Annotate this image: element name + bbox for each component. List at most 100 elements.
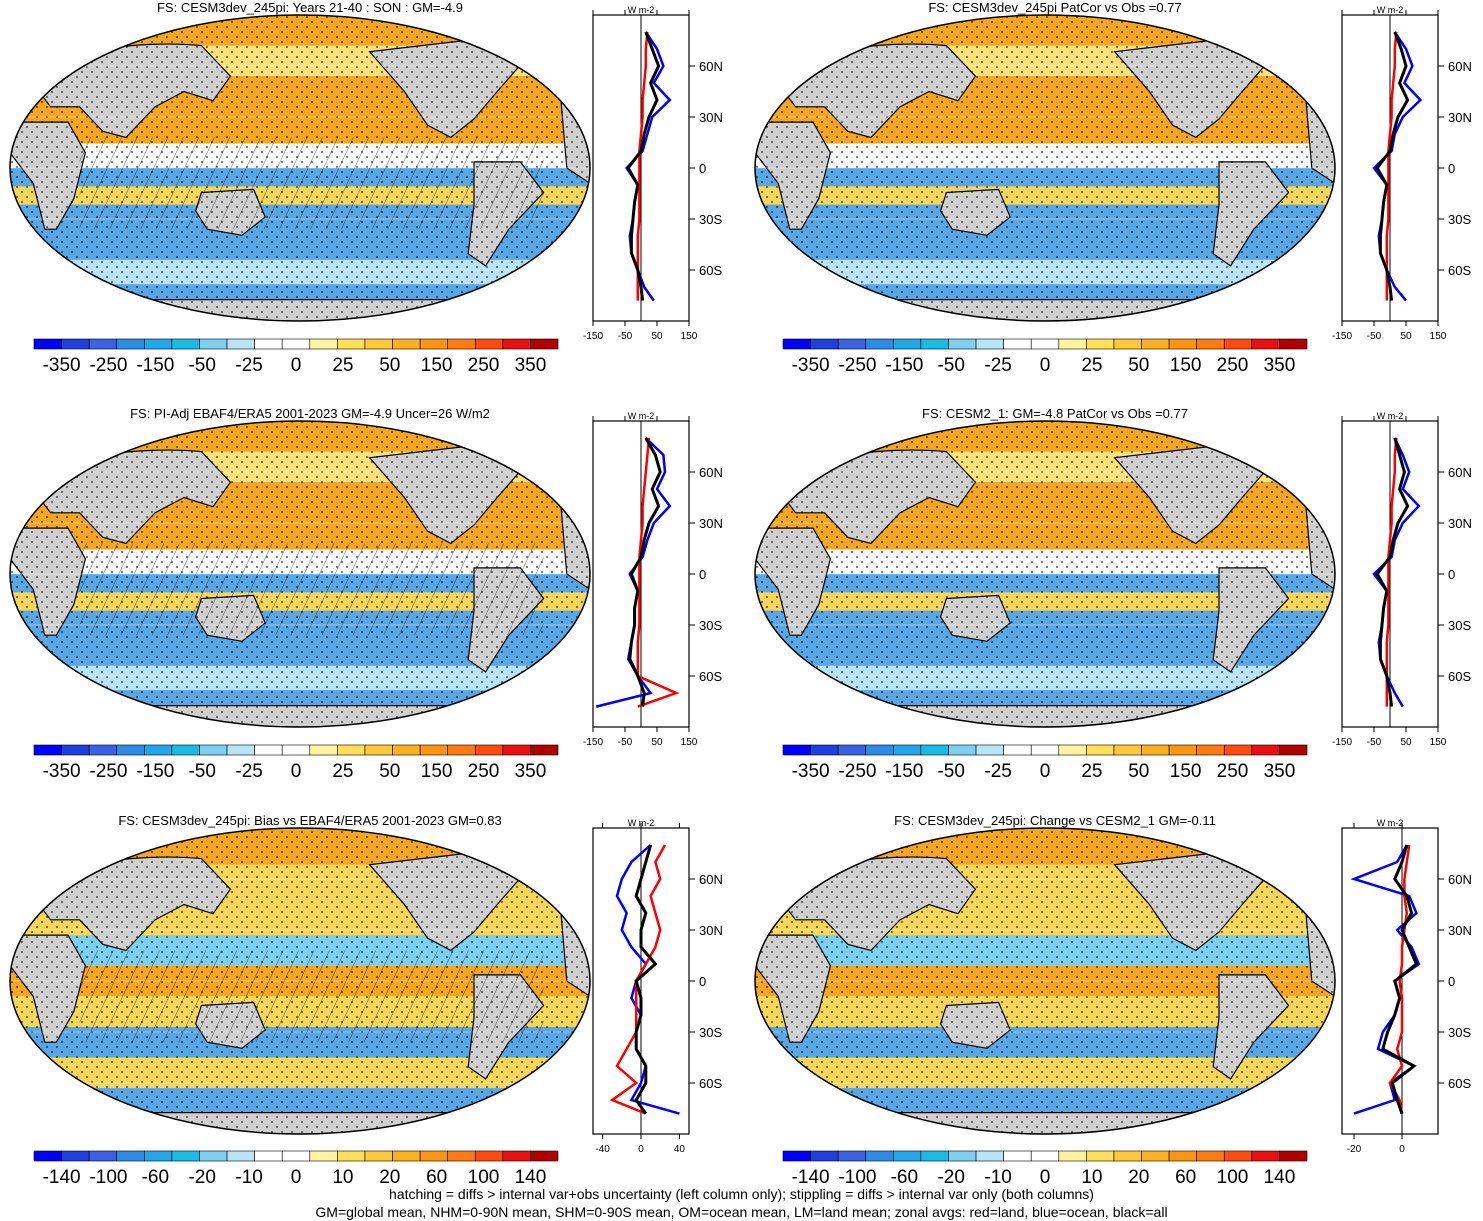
zonal-panel: W m-2 -20 0 60N 30N 0 30S 60S [1341, 818, 1472, 1155]
zonal-ytick-label: 0 [699, 567, 706, 582]
colorbar-label: -100 [89, 1167, 127, 1188]
colorbar-swatch [1058, 744, 1087, 756]
colorbar-swatch [88, 1150, 118, 1162]
zonal-series-all [634, 844, 658, 1115]
colorbar-label: 0 [1040, 355, 1051, 376]
zonal-xtick-label: 150 [681, 331, 698, 342]
colorbar-label: 50 [1128, 355, 1149, 376]
colorbar-swatch [1196, 744, 1225, 756]
colorbar-swatch [810, 338, 839, 350]
colorbar-swatch [281, 744, 311, 756]
colorbar-swatch [948, 744, 977, 756]
colorbar-label: 50 [379, 355, 400, 376]
colorbar-swatch [1279, 1150, 1308, 1162]
colorbar-swatch [1251, 744, 1280, 756]
colorbar-swatch [144, 744, 173, 756]
colorbar-swatch [920, 338, 949, 350]
colorbar-swatch [33, 338, 62, 350]
colorbar-label: -50 [937, 761, 964, 782]
zonal-ytick-label: 30S [699, 1025, 722, 1040]
colorbar-swatch [530, 338, 559, 350]
colorbar-swatch [33, 1150, 62, 1162]
colorbar-swatch [474, 744, 504, 756]
map-field [755, 828, 1335, 1134]
map-outline [9, 14, 591, 322]
colorbar-label: -20 [937, 1167, 964, 1188]
colorbar-label: 250 [1217, 355, 1249, 376]
zonal-xtick-label: 150 [681, 737, 698, 748]
colorbar-label: 10 [332, 1167, 353, 1188]
colorbar-swatch [837, 338, 867, 350]
colorbar-label: -140 [792, 1167, 830, 1188]
colorbar-label: 50 [1128, 761, 1149, 782]
zonal-ytick-label: 30S [699, 618, 722, 633]
map-field [755, 421, 1335, 727]
zonal-xtick-label: 40 [674, 1144, 686, 1155]
colorbar-swatch [447, 1150, 476, 1162]
panel-title: FS: PI-Adj EBAF4/ERA5 2001-2023 GM=-4.9 … [130, 406, 490, 421]
panel-3: FS: PI-Adj EBAF4/ERA5 2001-2023 GM=-4.9 … [9, 406, 723, 782]
colorbar-swatch [893, 338, 922, 350]
colorbar-label: 350 [1264, 761, 1296, 782]
land-mass [507, 32, 557, 65]
colorbar-swatch [1251, 1150, 1280, 1162]
zonal-ytick-label: 30N [1448, 110, 1472, 125]
panel-title: FS: CESM2_1: GM=-4.8 PatCor vs Obs =0.77 [922, 406, 1188, 421]
colorbar-label: 0 [291, 1167, 302, 1188]
zonal-series-land [1385, 437, 1398, 707]
zonal-ytick-label: 60N [1448, 465, 1472, 480]
colorbar-label: 140 [1264, 1167, 1296, 1188]
colorbar-swatch [254, 744, 283, 756]
map-outline [754, 827, 1336, 1135]
colorbar-label: -25 [235, 761, 262, 782]
colorbar-label: 25 [1081, 355, 1102, 376]
colorbar-label: 350 [515, 761, 547, 782]
colorbar-label: -250 [838, 355, 876, 376]
zonal-xtick-label: 50 [651, 737, 663, 748]
colorbar-label: 10 [1081, 1167, 1102, 1188]
colorbar-swatch [1223, 744, 1253, 756]
zonal-ytick-label: 60S [1448, 669, 1471, 684]
land-mass [507, 845, 557, 878]
zonal-series-land [636, 437, 680, 708]
zonal-xtick-label: -150 [583, 331, 603, 342]
zonal-series-all [626, 31, 661, 301]
colorbar-swatch [116, 338, 145, 350]
colorbar-swatch [1003, 744, 1032, 756]
footer-line-1: hatching = diffs > internal var+obs unce… [389, 1186, 1094, 1202]
zonal-xtick-label: -50 [618, 331, 633, 342]
zonal-panel: W m-2 -150 -50 50 150 60N 30N 0 30S 60S [583, 411, 723, 748]
colorbar-swatch [171, 1150, 200, 1162]
colorbar-swatch [392, 338, 421, 350]
colorbar-swatch [502, 1150, 531, 1162]
colorbar-swatch [171, 338, 200, 350]
colorbar-label: 20 [1128, 1167, 1149, 1188]
colorbar-swatch [392, 744, 421, 756]
colorbar-swatch [171, 744, 200, 756]
panel-2: FS: CESM3dev_245pi PatCor vs Obs =0.77 -3… [754, 0, 1472, 376]
colorbar-swatch [1113, 744, 1142, 756]
zonal-ytick-label: 60S [699, 1076, 722, 1091]
map-field [10, 828, 590, 1134]
zonal-ytick-label: 60S [699, 263, 722, 278]
zonal-unit-label: W m-2 [1377, 818, 1404, 828]
colorbar-swatch [364, 744, 393, 756]
colorbar-label: -60 [891, 1167, 918, 1188]
colorbar-label: -140 [43, 1167, 81, 1188]
panel-5: FS: CESM3dev_245pi: Bias vs EBAF4/ERA5 2… [9, 813, 723, 1188]
land-mass [1252, 438, 1302, 471]
colorbar-swatch [530, 1150, 559, 1162]
colorbar-swatch [337, 338, 366, 350]
colorbar-swatch [1058, 338, 1087, 350]
colorbar-label: 140 [515, 1167, 547, 1188]
colorbar-swatch [1168, 338, 1197, 350]
zonal-series-all [1381, 844, 1419, 1115]
colorbar-label: -100 [838, 1167, 876, 1188]
zonal-unit-label: W m-2 [1377, 5, 1404, 15]
colorbar-swatch [810, 744, 839, 756]
zonal-ytick-label: 30N [699, 110, 723, 125]
zonal-ytick-label: 30N [1448, 516, 1472, 531]
colorbar-label: -150 [885, 761, 923, 782]
zonal-ytick-label: 60N [699, 59, 723, 74]
